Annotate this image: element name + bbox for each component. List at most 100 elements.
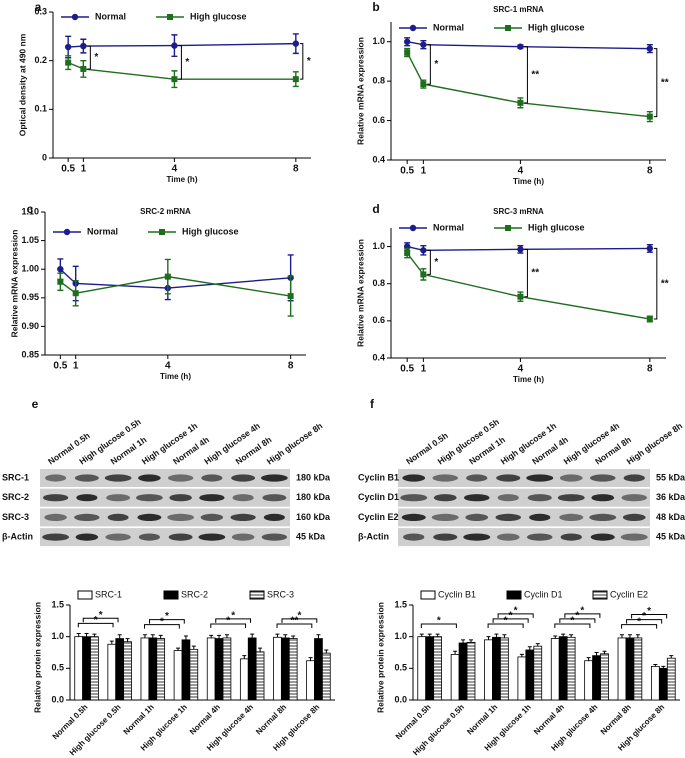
data-point [65, 59, 72, 66]
error-bar [527, 646, 532, 650]
chart-title: SRC-3 mRNA [493, 207, 544, 216]
error-bar [619, 634, 624, 638]
y-axis-label: Relative mRNA expression [9, 230, 19, 338]
error-bar [291, 635, 296, 639]
panel-label: f [370, 397, 375, 411]
y-tick-label: 0.85 [21, 349, 39, 359]
blot-band [44, 513, 67, 522]
data-point [404, 250, 411, 257]
error-bar [669, 655, 674, 659]
data-point [646, 245, 654, 252]
significance-bracket [210, 623, 247, 628]
x-axis-label: Time (h) [160, 372, 191, 381]
legend-label: High glucose [190, 11, 247, 21]
data-point [403, 38, 411, 45]
bar [617, 637, 627, 701]
blot-band [620, 533, 648, 541]
blot-band [42, 533, 69, 541]
significance-label: * [99, 610, 103, 621]
blot-band [496, 474, 521, 482]
error-bar [535, 643, 540, 647]
blot-band [432, 474, 459, 482]
y-tick-label: 0.4 [372, 154, 385, 164]
x-tick-label: 4 [518, 364, 524, 375]
x-axis-label: Time (h) [167, 175, 198, 184]
data-point [517, 246, 524, 253]
series-line [407, 245, 650, 251]
blot-band [621, 494, 648, 502]
data-point [287, 293, 294, 300]
blot-band [401, 513, 426, 522]
x-tick-label: 8 [288, 361, 294, 372]
blot-band [169, 494, 192, 502]
bar [525, 649, 535, 701]
blot-band [560, 533, 582, 541]
y-tick-label: 0.2 [34, 55, 47, 65]
blot-strip [398, 528, 650, 547]
bar [206, 637, 216, 701]
data-point [171, 42, 178, 49]
y-tick-label: 0.6 [372, 315, 385, 325]
bar [650, 666, 660, 701]
data-point [517, 293, 524, 300]
chart-title: SRC-1 mRNA [493, 5, 544, 14]
significance-bracket [524, 248, 528, 298]
significance-bracket [77, 622, 114, 628]
error-bar [594, 652, 599, 656]
panel-label: c [27, 202, 34, 216]
y-tick-label: 1.0 [51, 631, 64, 641]
error-bar [242, 655, 247, 659]
error-bar [117, 634, 122, 639]
bar [592, 655, 601, 701]
significance-bracket [215, 618, 252, 623]
legend-label: Normal [433, 222, 464, 232]
error-bar [316, 634, 321, 639]
data-point [72, 290, 79, 297]
size-label: 160 kDa [296, 512, 331, 522]
data-point [57, 266, 64, 273]
legend-swatch [249, 590, 265, 600]
series-line [67, 61, 296, 80]
bar [74, 636, 84, 701]
error-bar [76, 633, 81, 637]
x-tick-label: 1 [81, 164, 87, 175]
legend-label: Normal [87, 226, 118, 236]
bar [533, 645, 543, 701]
legend-label: Normal [433, 22, 464, 32]
legend-swatch [592, 590, 608, 600]
bar [255, 651, 265, 701]
y-tick-label: 1.0 [394, 631, 407, 641]
significance-label: * [434, 257, 438, 268]
data-point [292, 76, 299, 83]
error-bar [158, 634, 163, 639]
error-bar [324, 649, 329, 654]
legend-marker [409, 224, 417, 232]
row-label: SRC-2 [2, 492, 29, 502]
blot-band [138, 533, 160, 541]
blot-strip [398, 469, 650, 487]
x-tick-label: 8 [293, 164, 299, 175]
significance-label: * [637, 616, 641, 627]
blot-band [136, 494, 163, 502]
y-tick-label: 0.4 [372, 352, 385, 362]
blot-band [74, 513, 100, 522]
legend-label: Normal [95, 11, 126, 21]
significance-bracket [621, 624, 658, 629]
bar [558, 636, 568, 701]
series-line [68, 42, 296, 48]
bar [517, 656, 527, 701]
error-bar [142, 634, 147, 638]
blot-band [168, 533, 193, 541]
legend-marker [505, 225, 511, 231]
bar [239, 658, 249, 701]
blot-band [167, 513, 194, 522]
bar [566, 636, 576, 701]
error-bar [635, 634, 640, 638]
data-point [420, 271, 427, 278]
bar [584, 660, 593, 701]
legend-swatch [163, 590, 179, 600]
error-bar [602, 650, 607, 654]
significance-label: * [580, 606, 584, 617]
legend-label: Cyclin E2 [610, 589, 648, 599]
significance-label: * [307, 56, 311, 67]
